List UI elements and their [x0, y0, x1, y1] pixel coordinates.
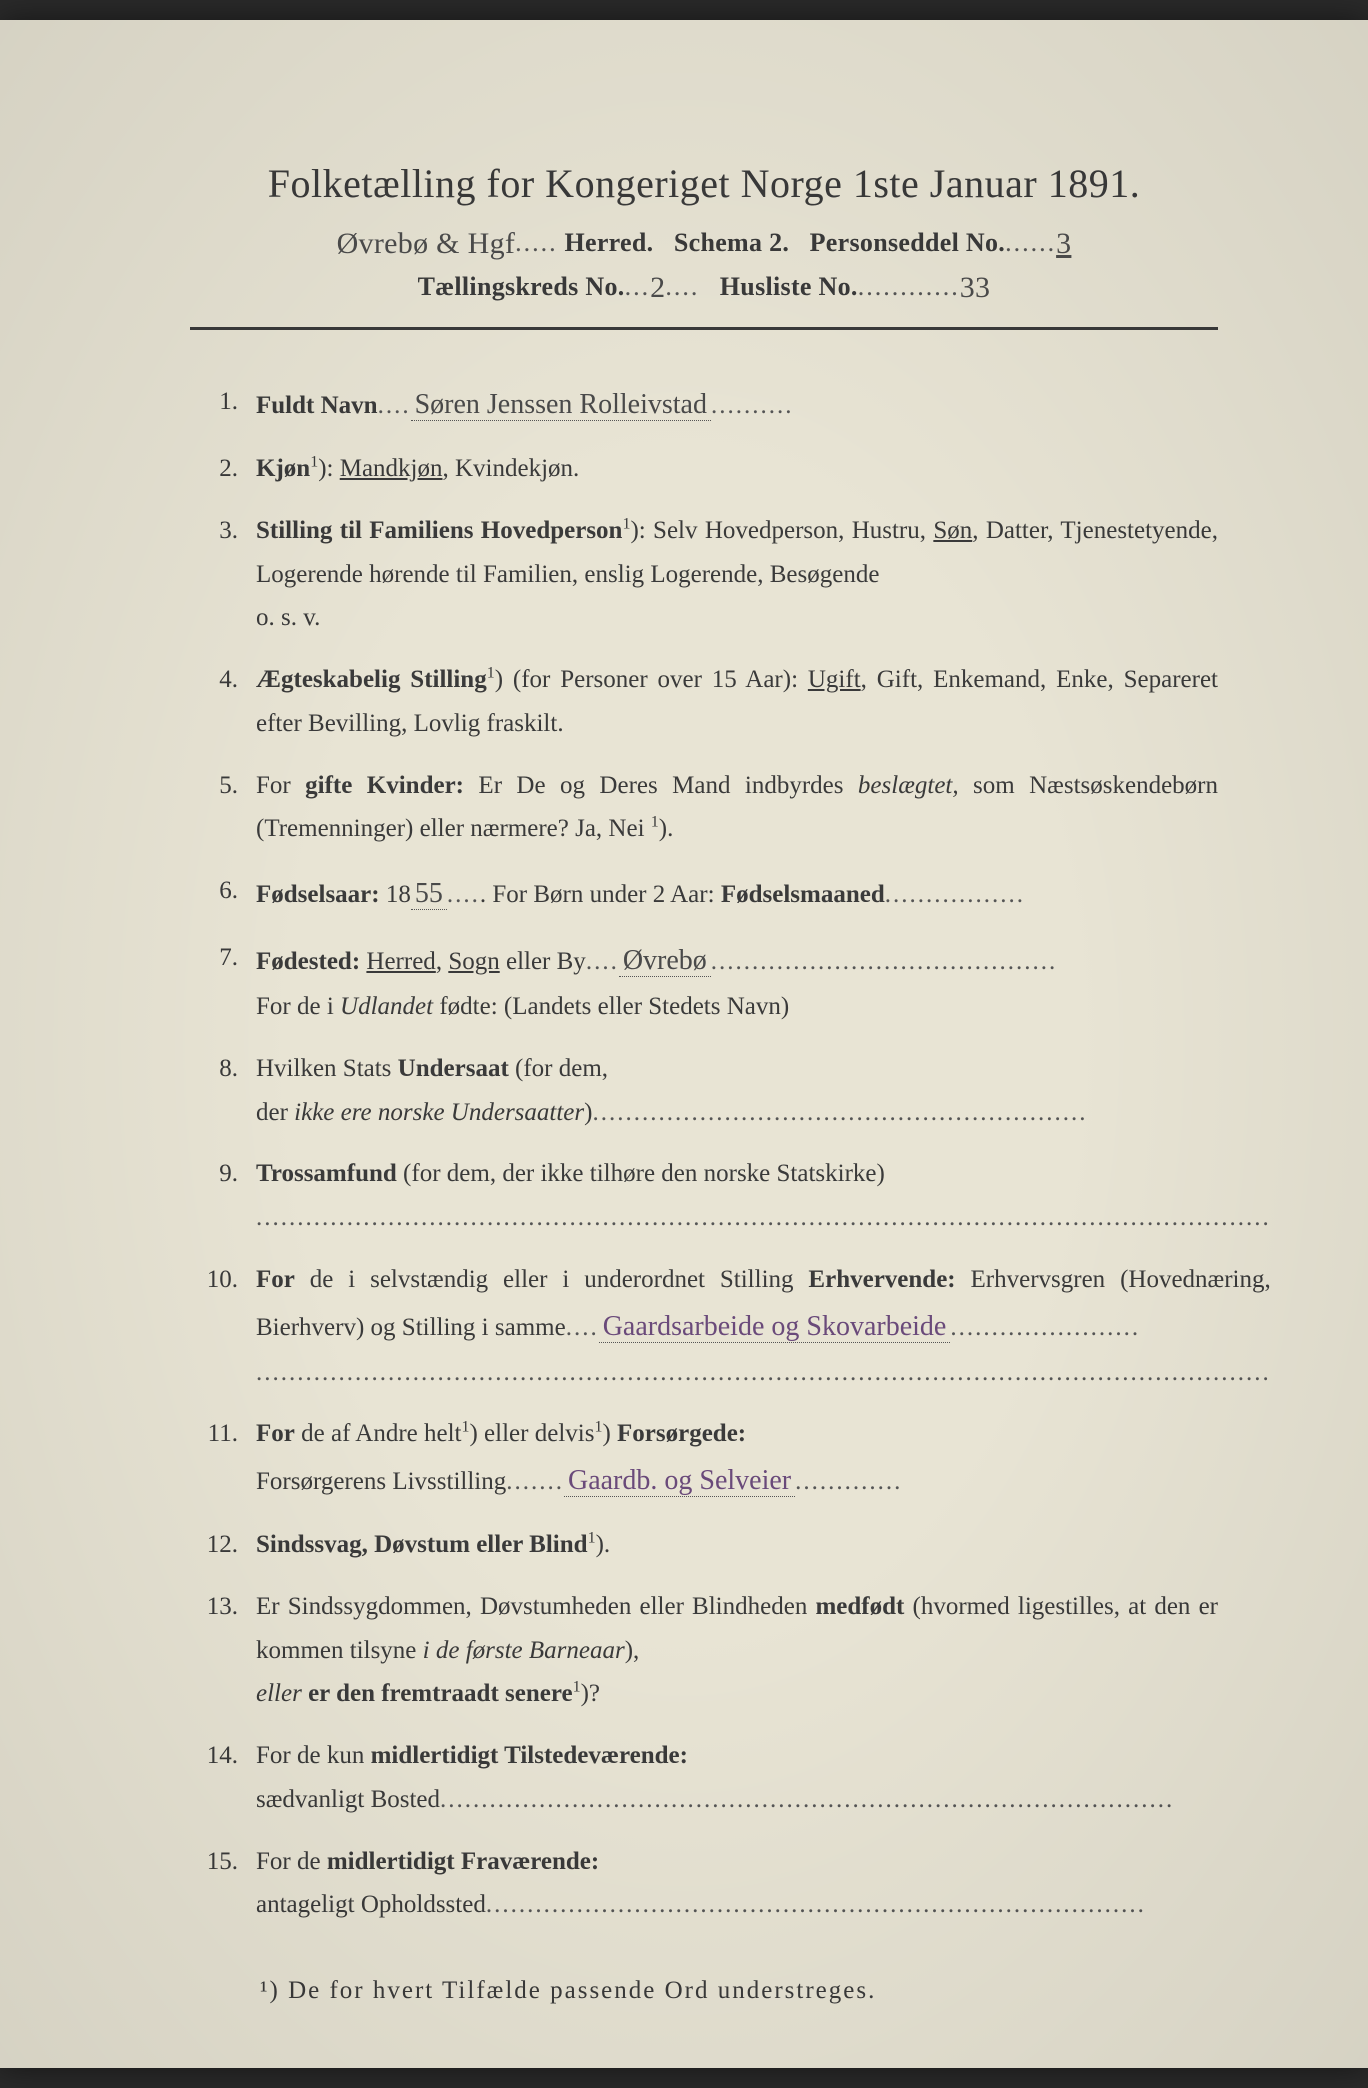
birthyear-handwritten: 55 — [411, 878, 447, 910]
kreds-no-handwritten: 2 — [650, 271, 665, 305]
census-form-page: Folketælling for Kongeriget Norge 1ste J… — [0, 20, 1368, 2068]
header-line-2: Tællingskreds No....2.... Husliste No...… — [190, 269, 1218, 303]
fullname-handwritten: Søren Jenssen Rolleivstad — [411, 389, 711, 421]
item-1: 1. Fuldt Navn....Søren Jenssen Rolleivst… — [200, 380, 1218, 429]
form-items: 1. Fuldt Navn....Søren Jenssen Rolleivst… — [190, 380, 1218, 1927]
item-6: 6. Fødselsaar: 1855..... For Børn under … — [200, 869, 1218, 918]
header-line-1: Øvrebø & Hgf..... Herred. Schema 2. Pers… — [190, 225, 1218, 259]
item-9: 9. Trossamfund (for dem, der ikke tilhør… — [200, 1152, 1218, 1240]
herred-handwritten: Øvrebø & Hgf — [337, 227, 516, 261]
divider-line — [190, 327, 1218, 330]
sex-selected: Mandkjøn — [340, 455, 443, 482]
item-10: 10. For de i selvstændig eller i underor… — [200, 1258, 1218, 1395]
herred-label: Herred. — [564, 228, 653, 257]
birthplace-handwritten: Øvrebø — [619, 945, 711, 977]
marital-selected: Ugift — [808, 666, 861, 693]
husliste-label: Husliste No. — [720, 272, 858, 301]
schema-label: Schema 2. — [674, 228, 789, 257]
item-11: 11. For de af Andre helt1) eller delvis1… — [200, 1412, 1218, 1505]
item-8: 8. Hvilken Stats Undersaat (for dem, der… — [200, 1047, 1218, 1135]
page-title: Folketælling for Kongeriget Norge 1ste J… — [190, 160, 1218, 207]
item-7: 7. Fødested: Herred, Sogn eller By....Øv… — [200, 936, 1218, 1029]
provider-handwritten: Gaardb. og Selveier — [564, 1465, 795, 1497]
item-13: 13. Er Sindssygdommen, Døvstumheden elle… — [200, 1585, 1218, 1716]
footnote: ¹) De for hvert Tilfælde passende Ord un… — [190, 1977, 1218, 2005]
kreds-label: Tællingskreds No. — [418, 272, 625, 301]
item-5: 5. For gifte Kvinder: Er De og Deres Man… — [200, 764, 1218, 852]
husliste-no-handwritten: 33 — [960, 271, 991, 305]
item-14: 14. For de kun midlertidigt Tilstedevære… — [200, 1734, 1218, 1822]
item-2: 2. Kjøn1): Mandkjøn, Kvindekjøn. — [200, 447, 1218, 491]
item-4: 4. Ægteskabelig Stilling1) (for Personer… — [200, 658, 1218, 746]
item-3: 3. Stilling til Familiens Hovedperson1):… — [200, 509, 1218, 640]
personseddel-label: Personseddel No. — [810, 228, 1005, 257]
item-12: 12. Sindssvag, Døvstum eller Blind1). — [200, 1523, 1218, 1567]
occupation-handwritten: Gaardsarbeide og Skovarbeide — [599, 1311, 951, 1343]
personseddel-no-handwritten: 3 — [1056, 227, 1071, 261]
relation-selected: Søn — [933, 517, 972, 544]
item-15: 15. For de midlertidigt Fraværende: anta… — [200, 1840, 1218, 1928]
